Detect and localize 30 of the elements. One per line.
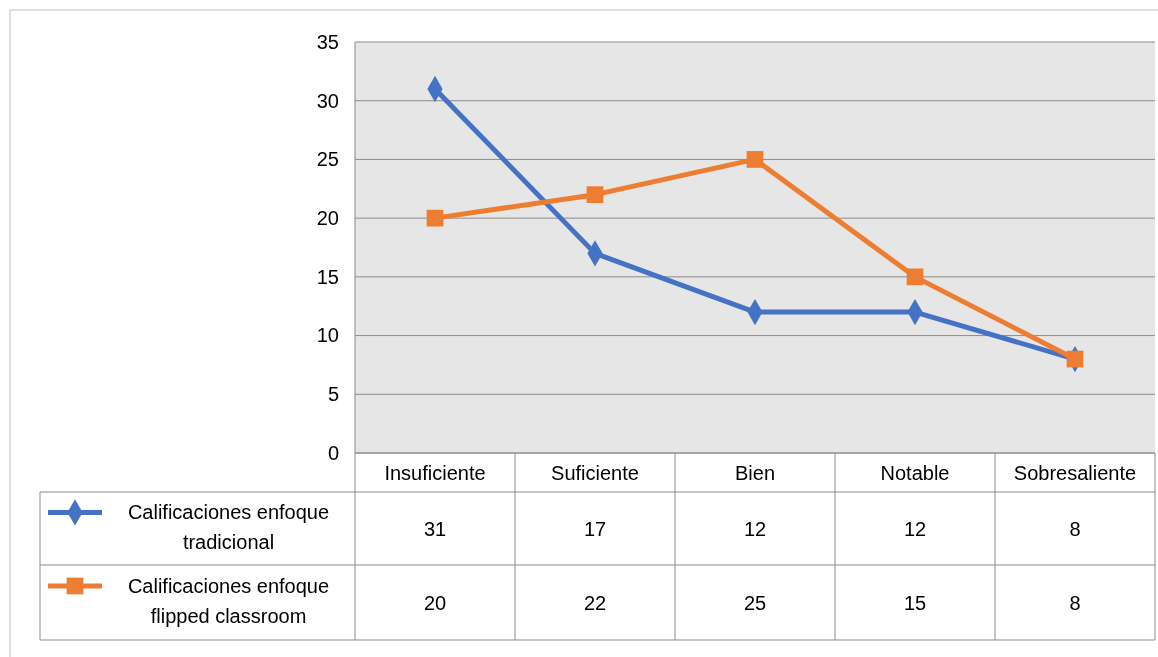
- y-tick-label: 5: [327, 383, 339, 406]
- y-tick-label: 15: [316, 265, 339, 288]
- data-label: 20: [423, 591, 447, 614]
- x-tick-label: Insuficiente: [384, 461, 486, 484]
- y-tick-label: 10: [316, 324, 339, 347]
- data-label: 8: [1069, 591, 1081, 614]
- x-tick-label: Sobresaliente: [1013, 461, 1137, 484]
- data-label: 12: [743, 517, 767, 540]
- data-label: 8: [1069, 517, 1081, 540]
- data-label: 12: [903, 517, 927, 540]
- point: [1066, 350, 1084, 368]
- point: [426, 209, 444, 227]
- y-tick-label: 0: [327, 441, 339, 464]
- data-label: 31: [423, 517, 447, 540]
- y-tick-label: 25: [316, 148, 339, 171]
- data-label: 17: [583, 517, 607, 540]
- legend-label: Calificaciones enfoque flipped classroom: [127, 575, 330, 627]
- y-tick-label: 30: [316, 89, 339, 112]
- data-label: 22: [583, 591, 607, 614]
- legend-label: Calificaciones enfoque tradicional: [127, 501, 330, 554]
- y-tick-label: 20: [316, 207, 339, 230]
- point: [586, 186, 604, 204]
- data-label: 15: [903, 591, 927, 614]
- y-tick-label: 35: [316, 30, 339, 53]
- point: [906, 268, 924, 286]
- x-tick-label: Suficiente: [551, 461, 639, 484]
- x-tick-label: Bien: [734, 461, 776, 484]
- data-label: 25: [743, 591, 767, 614]
- x-tick-label: Notable: [880, 461, 950, 484]
- point: [746, 151, 764, 168]
